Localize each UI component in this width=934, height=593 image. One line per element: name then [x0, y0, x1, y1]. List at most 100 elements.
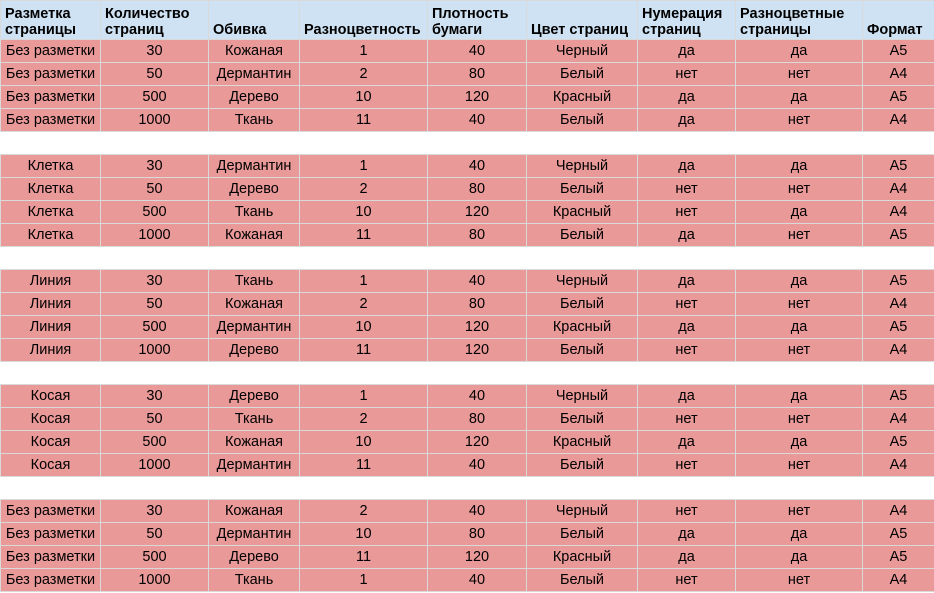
cell-colored-pages[interactable]: да [735, 200, 863, 224]
cell-page-count[interactable]: 1000 [100, 568, 209, 592]
cell-colored-pages[interactable]: нет [735, 177, 863, 201]
cell-multicolor[interactable]: 11 [299, 453, 428, 477]
cell-page-numbering[interactable]: да [637, 108, 736, 132]
cell-colored-pages[interactable]: нет [735, 62, 863, 86]
cell-cover[interactable]: Кожаная [208, 292, 300, 316]
cell-page-color[interactable]: Белый [526, 177, 638, 201]
cell-paper-density[interactable]: 40 [427, 39, 527, 63]
empty-cell[interactable] [637, 131, 736, 155]
empty-cell[interactable] [862, 246, 934, 270]
cell-multicolor[interactable]: 1 [299, 568, 428, 592]
cell-page-color[interactable]: Белый [526, 292, 638, 316]
cell-markup[interactable]: Косая [0, 407, 101, 431]
empty-cell[interactable] [526, 131, 638, 155]
cell-paper-density[interactable]: 120 [427, 545, 527, 569]
empty-cell[interactable] [637, 476, 736, 500]
cell-markup[interactable]: Без разметки [0, 39, 101, 63]
cell-page-numbering[interactable]: да [637, 315, 736, 339]
cell-paper-density[interactable]: 40 [427, 384, 527, 408]
cell-paper-density[interactable]: 120 [427, 430, 527, 454]
empty-cell[interactable] [427, 246, 527, 270]
cell-page-count[interactable]: 50 [100, 522, 209, 546]
cell-page-numbering[interactable]: да [637, 85, 736, 109]
cell-cover[interactable]: Ткань [208, 269, 300, 293]
cell-page-count[interactable]: 50 [100, 177, 209, 201]
cell-cover[interactable]: Ткань [208, 407, 300, 431]
cell-page-count[interactable]: 500 [100, 200, 209, 224]
cell-page-color[interactable]: Красный [526, 200, 638, 224]
cell-paper-density[interactable]: 40 [427, 269, 527, 293]
cell-page-color[interactable]: Черный [526, 154, 638, 178]
cell-colored-pages[interactable]: нет [735, 568, 863, 592]
cell-page-color[interactable]: Красный [526, 315, 638, 339]
cell-markup[interactable]: Без разметки [0, 545, 101, 569]
cell-page-count[interactable]: 500 [100, 430, 209, 454]
cell-markup[interactable]: Без разметки [0, 522, 101, 546]
cell-format[interactable]: A5 [862, 545, 934, 569]
cell-page-color[interactable]: Белый [526, 407, 638, 431]
cell-markup[interactable]: Без разметки [0, 568, 101, 592]
cell-markup[interactable]: Клетка [0, 154, 101, 178]
cell-paper-density[interactable]: 80 [427, 407, 527, 431]
cell-multicolor[interactable]: 2 [299, 499, 428, 523]
cell-multicolor[interactable]: 2 [299, 62, 428, 86]
cell-format[interactable]: A5 [862, 430, 934, 454]
empty-cell[interactable] [526, 476, 638, 500]
empty-cell[interactable] [208, 476, 300, 500]
cell-page-color[interactable]: Белый [526, 568, 638, 592]
cell-page-count[interactable]: 50 [100, 292, 209, 316]
cell-page-color[interactable]: Черный [526, 39, 638, 63]
cell-page-count[interactable]: 30 [100, 499, 209, 523]
empty-cell[interactable] [427, 131, 527, 155]
cell-page-color[interactable]: Белый [526, 453, 638, 477]
cell-markup[interactable]: Клетка [0, 177, 101, 201]
cell-colored-pages[interactable]: да [735, 154, 863, 178]
cell-paper-density[interactable]: 80 [427, 177, 527, 201]
cell-markup[interactable]: Клетка [0, 223, 101, 247]
cell-paper-density[interactable]: 40 [427, 108, 527, 132]
cell-page-count[interactable]: 500 [100, 545, 209, 569]
cell-cover[interactable]: Дерево [208, 384, 300, 408]
cell-markup[interactable]: Без разметки [0, 108, 101, 132]
cell-page-numbering[interactable]: нет [637, 568, 736, 592]
cell-page-color[interactable]: Красный [526, 85, 638, 109]
cell-paper-density[interactable]: 80 [427, 292, 527, 316]
empty-cell[interactable] [299, 131, 428, 155]
empty-cell[interactable] [0, 131, 101, 155]
cell-format[interactable]: A4 [862, 292, 934, 316]
cell-format[interactable]: A5 [862, 522, 934, 546]
cell-multicolor[interactable]: 1 [299, 39, 428, 63]
cell-page-numbering[interactable]: да [637, 384, 736, 408]
cell-format[interactable]: A5 [862, 85, 934, 109]
empty-cell[interactable] [100, 476, 209, 500]
empty-cell[interactable] [862, 361, 934, 385]
empty-cell[interactable] [735, 131, 863, 155]
cell-cover[interactable]: Кожаная [208, 499, 300, 523]
cell-paper-density[interactable]: 120 [427, 315, 527, 339]
cell-page-numbering[interactable]: нет [637, 200, 736, 224]
empty-cell[interactable] [100, 361, 209, 385]
cell-page-color[interactable]: Черный [526, 499, 638, 523]
cell-paper-density[interactable]: 120 [427, 85, 527, 109]
empty-cell[interactable] [862, 131, 934, 155]
header-page-color[interactable]: Цвет страниц [526, 0, 638, 40]
cell-paper-density[interactable]: 40 [427, 568, 527, 592]
empty-cell[interactable] [526, 361, 638, 385]
cell-cover[interactable]: Дермантин [208, 522, 300, 546]
cell-cover[interactable]: Дерево [208, 85, 300, 109]
cell-page-count[interactable]: 50 [100, 407, 209, 431]
cell-colored-pages[interactable]: нет [735, 499, 863, 523]
cell-format[interactable]: A4 [862, 200, 934, 224]
cell-page-numbering[interactable]: нет [637, 338, 736, 362]
empty-cell[interactable] [100, 131, 209, 155]
cell-format[interactable]: A5 [862, 154, 934, 178]
cell-page-numbering[interactable]: да [637, 39, 736, 63]
cell-paper-density[interactable]: 40 [427, 499, 527, 523]
cell-multicolor[interactable]: 1 [299, 384, 428, 408]
cell-cover[interactable]: Кожаная [208, 39, 300, 63]
cell-colored-pages[interactable]: да [735, 39, 863, 63]
empty-cell[interactable] [299, 476, 428, 500]
empty-cell[interactable] [526, 246, 638, 270]
cell-page-count[interactable]: 1000 [100, 223, 209, 247]
cell-page-numbering[interactable]: да [637, 269, 736, 293]
